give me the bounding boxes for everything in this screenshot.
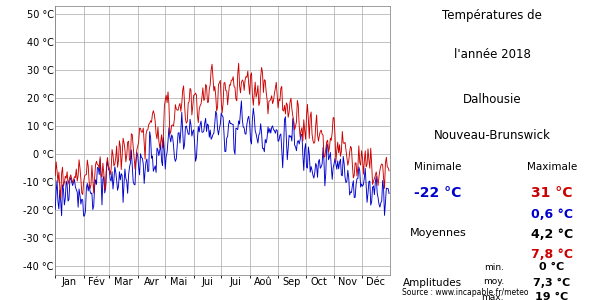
Text: Moyennes: Moyennes <box>410 228 466 238</box>
Text: 4,2 °C: 4,2 °C <box>531 228 573 241</box>
Text: l'année 2018: l'année 2018 <box>454 48 530 61</box>
Text: 7,8 °C: 7,8 °C <box>531 248 573 260</box>
Text: Dalhousie: Dalhousie <box>463 93 521 106</box>
Text: Maximale: Maximale <box>527 162 577 172</box>
Text: moy.: moy. <box>483 278 504 286</box>
Text: -22 °C: -22 °C <box>415 186 461 200</box>
Text: Températures de: Températures de <box>442 9 542 22</box>
Text: Source : www.incapable.fr/meteo: Source : www.incapable.fr/meteo <box>402 288 529 297</box>
Text: max.: max. <box>482 292 504 300</box>
Text: Nouveau-Brunswick: Nouveau-Brunswick <box>434 129 550 142</box>
Text: Amplitudes: Amplitudes <box>403 278 461 287</box>
Text: 19 °C: 19 °C <box>535 292 569 300</box>
Text: Minimale: Minimale <box>415 162 461 172</box>
Text: 0 °C: 0 °C <box>539 262 565 272</box>
Text: 7,3 °C: 7,3 °C <box>533 278 571 288</box>
Text: 0,6 °C: 0,6 °C <box>531 208 573 221</box>
Text: min.: min. <box>484 262 504 272</box>
Text: 31 °C: 31 °C <box>531 186 573 200</box>
